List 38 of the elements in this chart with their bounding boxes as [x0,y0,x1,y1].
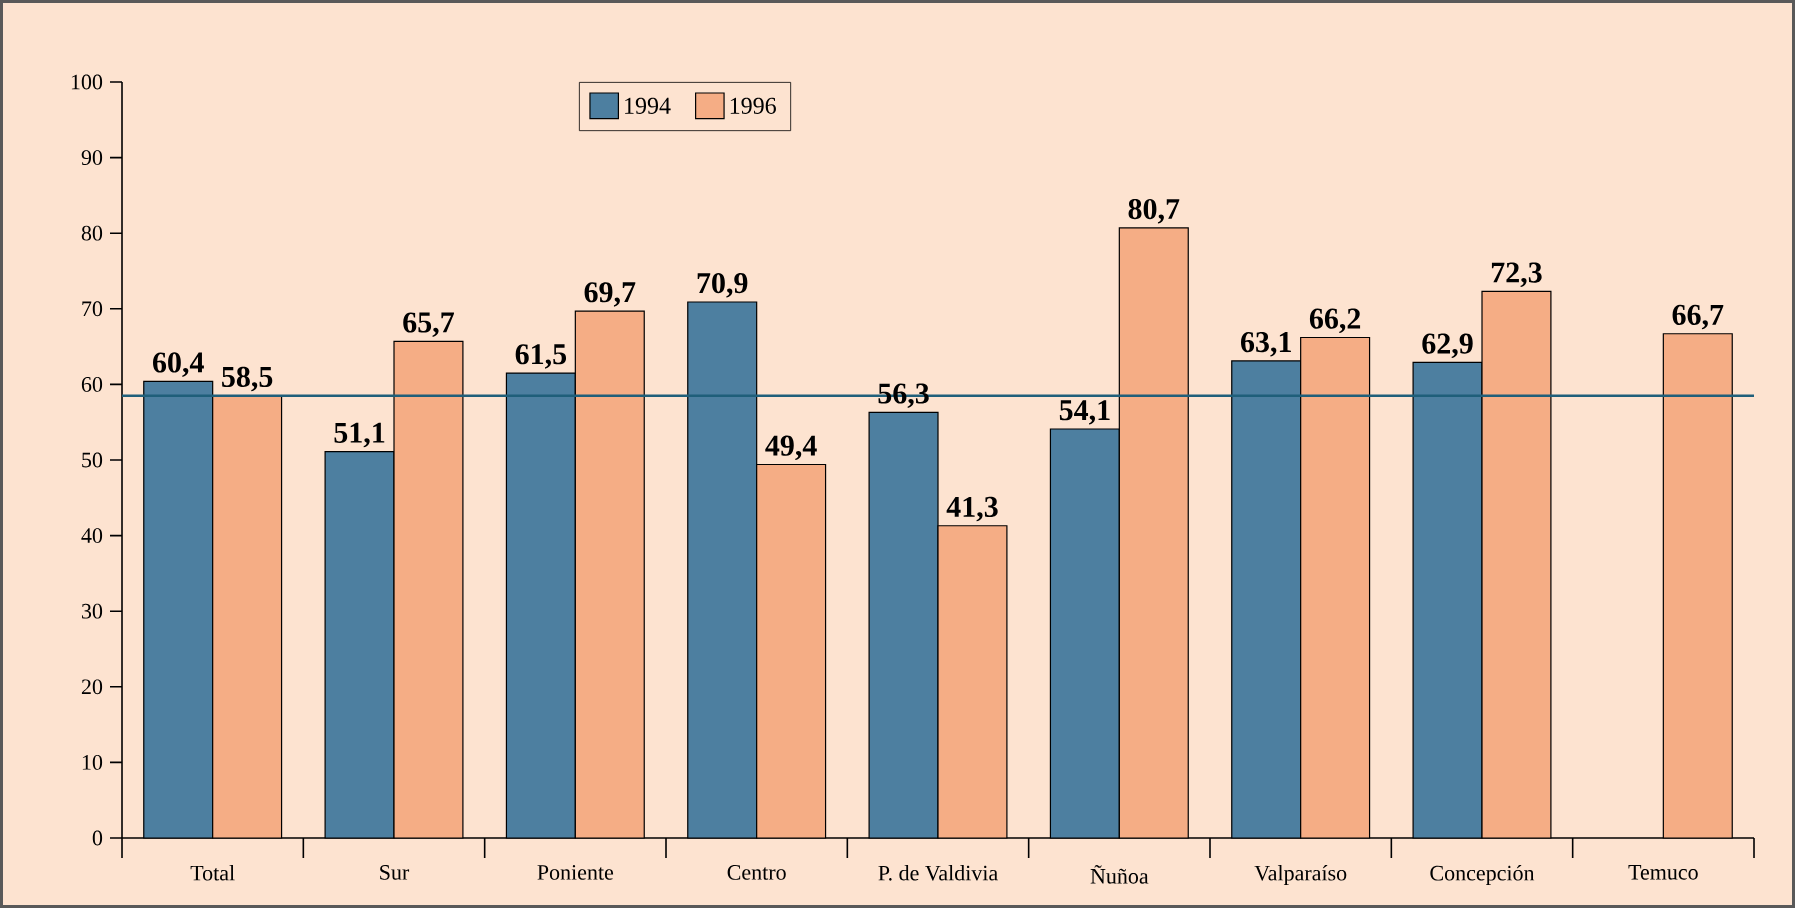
y-tick-label: 10 [82,754,103,770]
data-label: 62,9 [1422,333,1473,359]
data-label: 80,7 [1128,198,1180,224]
data-label: 41,3 [946,496,998,522]
data-label: 54,1 [1059,400,1110,425]
x-tick-label: Total [190,865,235,881]
data-label: 61,5 [515,344,567,369]
x-tick-label: Poniente [537,865,614,880]
legend-label: 1996 [730,97,776,114]
data-label: 69,7 [584,282,636,307]
data-label: 58,5 [222,366,273,392]
data-label: 60,4 [153,352,204,377]
x-tick-label: Centro [727,865,786,880]
y-tick-label: 20 [81,679,103,695]
y-tick-label: 30 [82,603,103,619]
y-tick-label: 40 [81,528,103,544]
legend-label: 1994 [625,97,671,114]
data-label: 70,9 [697,272,748,298]
x-tick-label: Ñuñoa [1090,865,1149,884]
y-tick-label: 100 [71,74,103,90]
data-label: 51,1 [334,422,385,448]
x-tick-label: Temuco [1628,865,1698,880]
data-label: 66,7 [1672,304,1724,330]
data-label: 63,1 [1241,332,1291,357]
y-tick-label: 50 [82,452,103,468]
data-label: 49,4 [765,435,817,461]
x-tick-label: P. de Valdivia [878,865,998,881]
data-label: 65,7 [403,312,454,337]
x-tick-label: Valparaíso [1254,865,1347,886]
data-label: 66,2 [1309,308,1361,334]
y-tick-label: 60 [81,376,103,392]
x-tick-label: Concepción [1430,865,1535,886]
y-tick-label: 70 [82,301,103,317]
y-tick-label: 90 [81,150,103,166]
y-tick-label: 80 [81,225,103,241]
x-tick-label: Sur [380,865,410,880]
data-label: 72,3 [1491,262,1542,287]
y-tick-label: 0 [92,830,103,846]
